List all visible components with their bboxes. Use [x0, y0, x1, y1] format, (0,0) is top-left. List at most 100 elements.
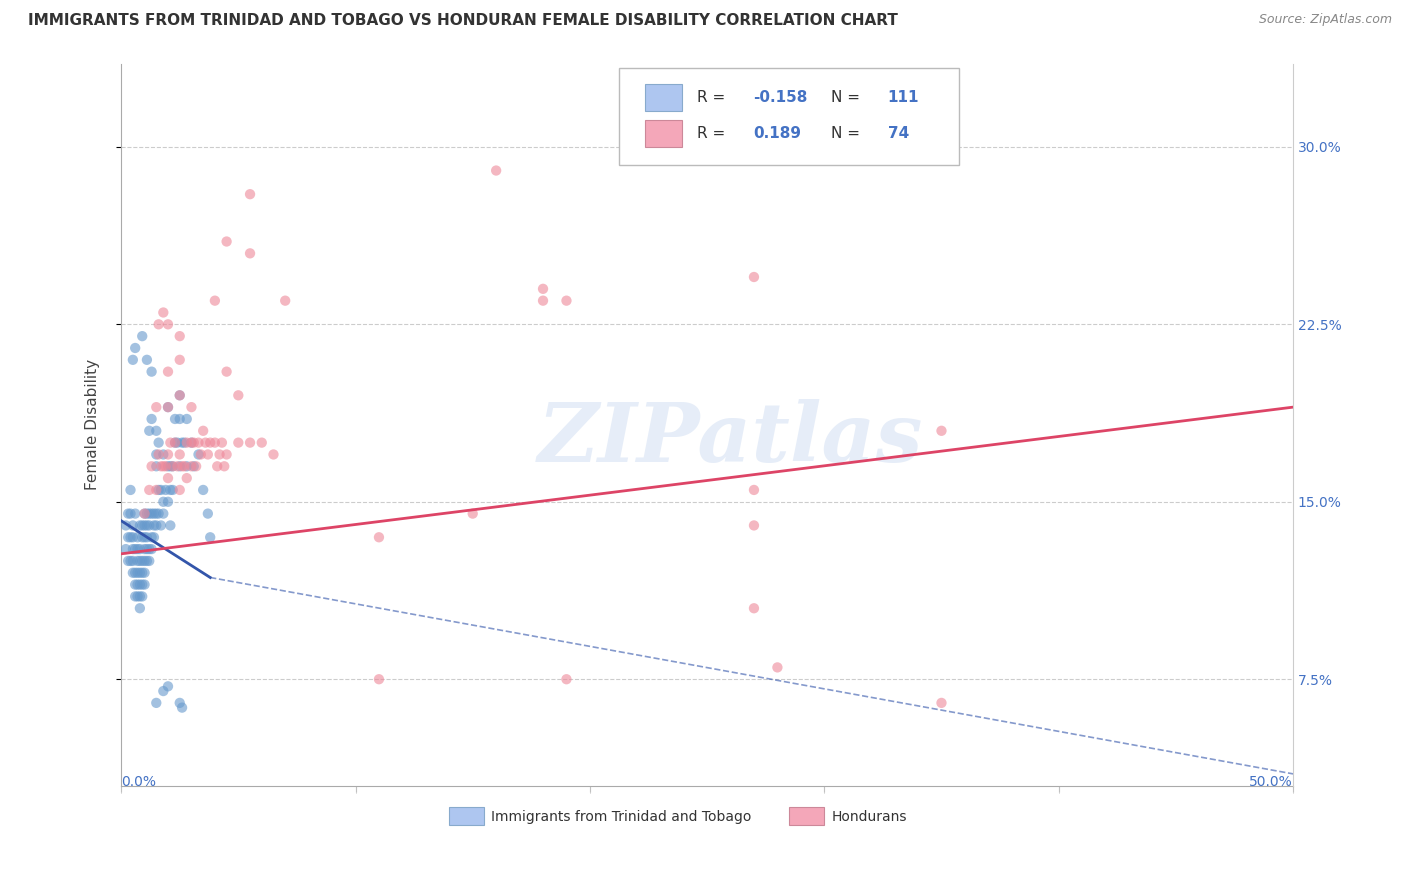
Point — [183, 435, 205, 450]
Point — [124, 590, 146, 604]
Point — [117, 507, 139, 521]
Point — [170, 700, 193, 714]
Point — [931, 424, 953, 438]
Point — [204, 435, 226, 450]
Point — [127, 530, 149, 544]
Point — [555, 672, 578, 686]
Point — [207, 459, 229, 474]
Point — [135, 507, 157, 521]
Point — [156, 679, 179, 693]
Point — [531, 282, 554, 296]
Point — [149, 483, 172, 497]
Point — [142, 530, 165, 544]
Point — [127, 542, 149, 557]
Point — [134, 507, 156, 521]
Point — [148, 507, 170, 521]
Point — [368, 672, 391, 686]
Text: 0.189: 0.189 — [752, 126, 801, 141]
Point — [134, 507, 156, 521]
Point — [145, 424, 167, 438]
Point — [127, 577, 149, 591]
Point — [152, 305, 174, 319]
Point — [163, 435, 186, 450]
Text: R =: R = — [696, 90, 730, 104]
Point — [138, 483, 160, 497]
Point — [200, 435, 222, 450]
Point — [169, 459, 191, 474]
Point — [131, 566, 153, 580]
Point — [215, 365, 238, 379]
Point — [120, 530, 142, 544]
Point — [138, 542, 160, 557]
Point — [208, 447, 231, 461]
Point — [169, 388, 191, 402]
Point — [742, 270, 765, 285]
Point — [215, 235, 238, 249]
Point — [141, 459, 163, 474]
Point — [239, 435, 262, 450]
Point — [193, 483, 215, 497]
Point — [155, 459, 177, 474]
Point — [176, 471, 198, 485]
Point — [124, 507, 146, 521]
Text: 50.0%: 50.0% — [1250, 775, 1294, 789]
Point — [149, 518, 172, 533]
Point — [159, 435, 181, 450]
Point — [169, 352, 191, 367]
FancyBboxPatch shape — [645, 120, 682, 147]
Y-axis label: Female Disability: Female Disability — [86, 359, 100, 491]
Point — [183, 459, 205, 474]
FancyBboxPatch shape — [789, 807, 824, 825]
Point — [200, 530, 222, 544]
Text: ZIPatlas: ZIPatlas — [537, 400, 924, 479]
Point — [215, 447, 238, 461]
Point — [156, 400, 179, 414]
Point — [128, 566, 150, 580]
Point — [121, 530, 143, 544]
Point — [169, 329, 191, 343]
Point — [141, 530, 163, 544]
Point — [169, 696, 191, 710]
Point — [148, 447, 170, 461]
Point — [169, 483, 191, 497]
Point — [145, 696, 167, 710]
Point — [155, 483, 177, 497]
Text: IMMIGRANTS FROM TRINIDAD AND TOBAGO VS HONDURAN FEMALE DISABILITY CORRELATION CH: IMMIGRANTS FROM TRINIDAD AND TOBAGO VS H… — [28, 13, 898, 29]
Point — [135, 352, 157, 367]
Point — [131, 518, 153, 533]
Point — [141, 542, 163, 557]
Point — [145, 483, 167, 497]
Point — [156, 318, 179, 332]
Point — [211, 435, 233, 450]
Point — [141, 412, 163, 426]
Point — [159, 459, 181, 474]
Point — [368, 530, 391, 544]
Point — [531, 293, 554, 308]
Point — [766, 660, 789, 674]
Point — [138, 518, 160, 533]
Point — [124, 577, 146, 591]
Point — [127, 590, 149, 604]
Point — [131, 590, 153, 604]
Text: N =: N = — [831, 90, 865, 104]
Text: Immigrants from Trinidad and Tobago: Immigrants from Trinidad and Tobago — [492, 810, 752, 823]
Point — [142, 507, 165, 521]
Point — [120, 483, 142, 497]
Point — [194, 435, 217, 450]
Text: 111: 111 — [887, 90, 920, 104]
Point — [134, 518, 156, 533]
Point — [742, 518, 765, 533]
Point — [156, 447, 179, 461]
Point — [169, 412, 191, 426]
Point — [274, 293, 297, 308]
Point — [159, 483, 181, 497]
Point — [197, 447, 219, 461]
Point — [131, 329, 153, 343]
Point — [162, 459, 184, 474]
Point — [138, 424, 160, 438]
Point — [121, 518, 143, 533]
Point — [124, 566, 146, 580]
Point — [173, 459, 195, 474]
Point — [128, 590, 150, 604]
Point — [145, 507, 167, 521]
